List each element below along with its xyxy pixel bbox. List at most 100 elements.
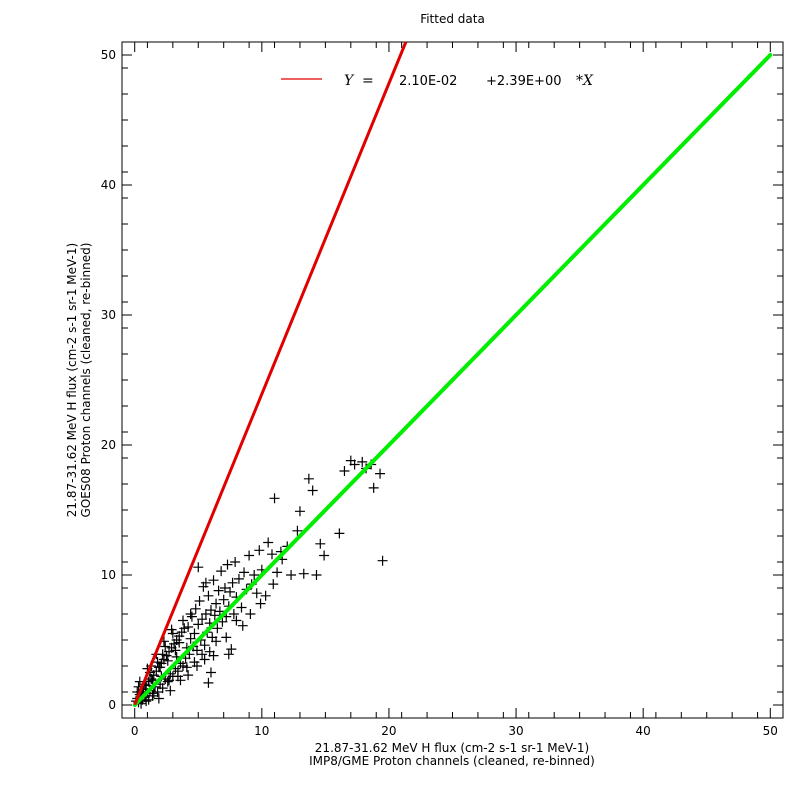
scatter-point bbox=[208, 575, 219, 586]
scatter-point bbox=[214, 606, 225, 617]
scatter-point bbox=[222, 559, 233, 570]
scatter-point bbox=[255, 598, 266, 609]
x-axis-label-line1: 21.87-31.62 MeV H flux (cm-2 s-1 sr-1 Me… bbox=[315, 741, 589, 755]
scatter-point bbox=[268, 579, 279, 590]
scatter-point bbox=[244, 550, 255, 561]
scatter-point bbox=[227, 577, 238, 588]
scatter-point bbox=[157, 683, 168, 694]
scatter-point bbox=[183, 622, 194, 632]
scatter-point bbox=[170, 645, 181, 656]
scatter-point bbox=[160, 641, 171, 652]
scatter-point bbox=[174, 637, 185, 648]
scatter-point bbox=[191, 661, 202, 671]
scatter-point bbox=[211, 636, 222, 647]
scatter-point bbox=[189, 628, 200, 639]
tick-labels: 0 10 20 30 40 50 0 10 20 30 40 50 bbox=[101, 48, 778, 738]
scatter-point bbox=[319, 550, 330, 561]
y-tick-label: 10 bbox=[101, 568, 116, 582]
scatter-point bbox=[303, 473, 314, 484]
legend-equals: = bbox=[362, 73, 374, 89]
scatter-point bbox=[199, 640, 210, 651]
scatter-point bbox=[178, 615, 189, 626]
x-axis-label-line2: IMP8/GME Proton channels (cleaned, re-bi… bbox=[309, 754, 595, 768]
scatter-point bbox=[266, 549, 277, 560]
scatter-point bbox=[183, 670, 194, 681]
scatter-point bbox=[191, 645, 202, 656]
scatter-point bbox=[298, 568, 309, 579]
scatter-point bbox=[225, 586, 236, 597]
y-tick-label: 30 bbox=[101, 308, 116, 322]
scatter-point bbox=[217, 616, 228, 627]
scatter-point bbox=[197, 649, 208, 660]
x-tick-label: 0 bbox=[131, 724, 139, 738]
legend-slope: +2.39E+00 bbox=[486, 74, 562, 89]
y-tick-label: 20 bbox=[101, 438, 116, 452]
scatter-point bbox=[165, 685, 176, 696]
scatter-point bbox=[272, 567, 283, 578]
scatter-point bbox=[219, 583, 230, 593]
scatter-point bbox=[315, 538, 326, 549]
scatter-point bbox=[249, 570, 260, 580]
scatter-point bbox=[194, 596, 205, 606]
scatter-point bbox=[212, 623, 223, 634]
scatter-point bbox=[213, 585, 224, 596]
scatter-point bbox=[164, 675, 175, 686]
scatter-point bbox=[153, 693, 164, 704]
scatter-point bbox=[245, 609, 256, 619]
scatter-point bbox=[172, 671, 183, 682]
scatter-point bbox=[233, 573, 244, 584]
scatter-point bbox=[377, 555, 388, 566]
scatter-point bbox=[162, 655, 173, 666]
scatter-point bbox=[260, 590, 271, 601]
scatter-point bbox=[193, 619, 204, 630]
scatter-point bbox=[307, 485, 318, 496]
scatter-point bbox=[251, 588, 262, 599]
y-axis-label-line2: GOES08 Proton channels (cleaned, re-binn… bbox=[79, 243, 93, 518]
x-tick-label: 40 bbox=[636, 724, 651, 738]
scatter-point bbox=[203, 677, 214, 688]
scatter-point bbox=[237, 620, 248, 631]
fit-line bbox=[133, 41, 408, 706]
scatter-point bbox=[208, 650, 219, 661]
scatter-point bbox=[216, 566, 227, 577]
scatter-point bbox=[143, 694, 154, 705]
legend-x-symbol: *X bbox=[576, 73, 594, 89]
scatter-point bbox=[239, 567, 250, 578]
scatter-point bbox=[223, 649, 234, 660]
legend-intercept: 2.10E-02 bbox=[399, 74, 457, 89]
axis-ticks bbox=[121, 41, 784, 719]
scatter-point bbox=[269, 493, 280, 504]
scatter-point bbox=[221, 632, 232, 643]
scatter-point bbox=[236, 602, 247, 613]
scatter-point bbox=[186, 611, 197, 622]
legend-y-symbol: Y bbox=[344, 73, 355, 89]
x-tick-label: 30 bbox=[508, 724, 523, 738]
scatter-point bbox=[205, 605, 216, 616]
x-tick-label: 10 bbox=[254, 724, 269, 738]
scatter-point bbox=[228, 609, 239, 619]
x-tick-label: 50 bbox=[763, 724, 778, 738]
scatter-point bbox=[286, 570, 297, 580]
scatter-point bbox=[357, 456, 368, 467]
scatter-point bbox=[349, 459, 360, 470]
scatter-point bbox=[375, 468, 386, 479]
chart-title: Fitted data bbox=[420, 12, 485, 26]
scatter-point bbox=[197, 614, 208, 625]
y-tick-label: 40 bbox=[101, 178, 116, 192]
scatter-point bbox=[200, 609, 211, 619]
y-tick-label: 50 bbox=[101, 48, 116, 62]
scatter-point bbox=[185, 633, 196, 644]
scatter-points bbox=[130, 455, 388, 709]
scatter-point bbox=[334, 528, 345, 539]
y-tick-label: 0 bbox=[108, 698, 116, 712]
scatter-point bbox=[166, 624, 177, 635]
scatter-point bbox=[368, 482, 379, 493]
scatter-point bbox=[141, 696, 152, 707]
scatter-point bbox=[292, 525, 303, 536]
scatter-point bbox=[263, 537, 274, 548]
scatter-point bbox=[218, 594, 229, 605]
scatter-point bbox=[211, 598, 222, 609]
scatter-point bbox=[205, 667, 216, 678]
reference-line-y-equals-x bbox=[132, 53, 773, 707]
